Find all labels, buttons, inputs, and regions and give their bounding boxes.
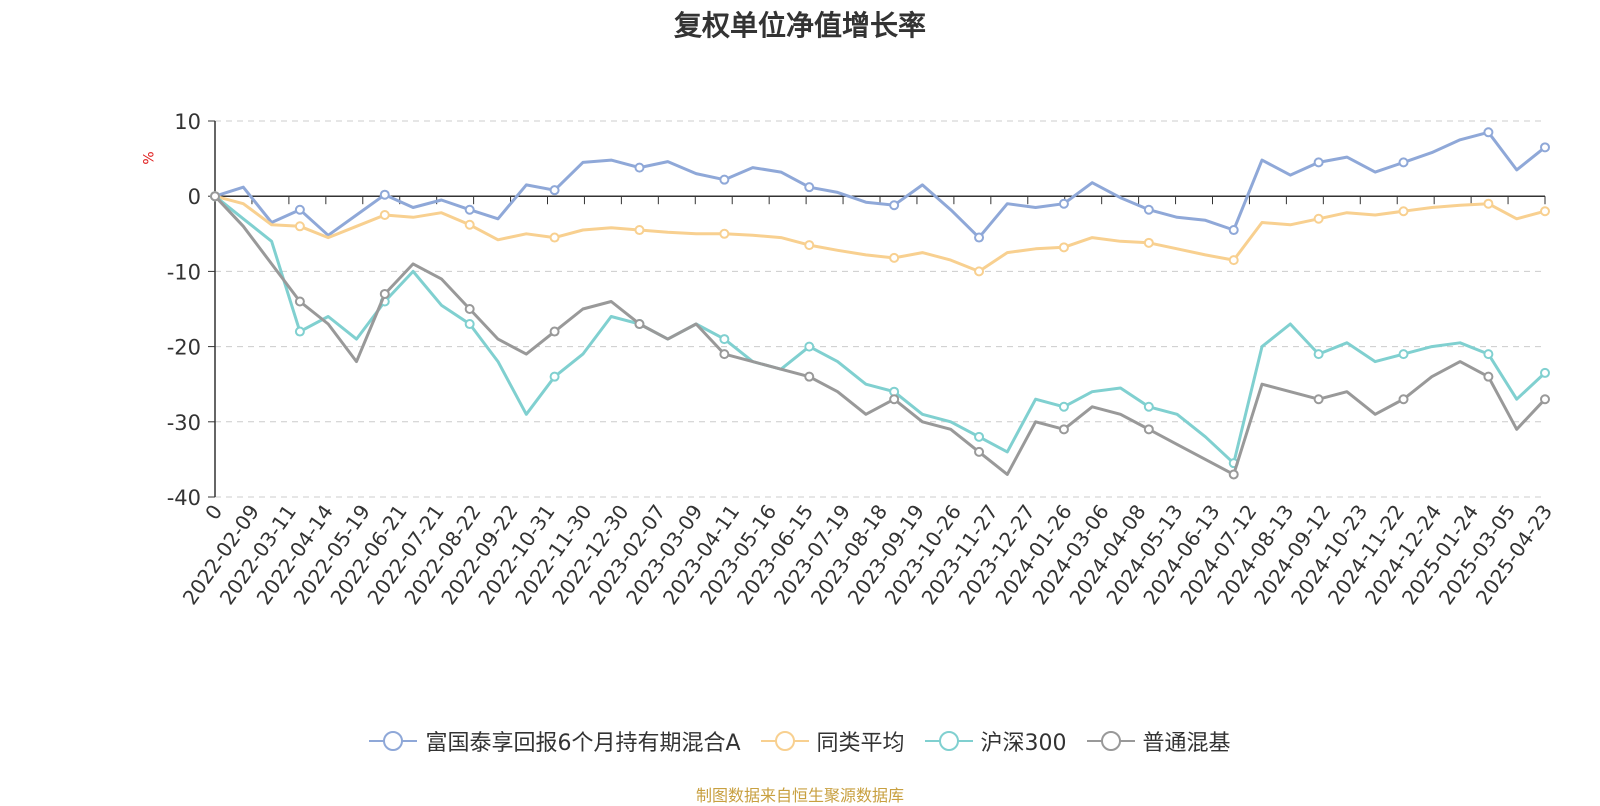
series-marker <box>210 191 220 202</box>
series-marker <box>1143 424 1154 435</box>
series-marker <box>464 304 475 314</box>
series-marker <box>719 174 730 185</box>
series-marker <box>1398 206 1409 217</box>
series-marker <box>294 296 305 307</box>
series-marker <box>294 204 305 215</box>
x-tick-label: 0 <box>200 500 227 524</box>
series-marker <box>1058 242 1069 253</box>
series-marker <box>379 210 390 220</box>
series-marker <box>1228 469 1239 480</box>
series-marker <box>1483 198 1494 209</box>
series-marker <box>1483 371 1494 382</box>
legend-item[interactable]: 普通混基 <box>1086 725 1231 757</box>
series-marker <box>1058 198 1069 209</box>
series-marker <box>1313 157 1324 168</box>
series-marker <box>464 204 475 215</box>
series-marker <box>294 326 305 337</box>
series-marker <box>889 252 900 263</box>
series-marker <box>379 288 390 299</box>
series-marker <box>464 319 475 330</box>
legend-item[interactable]: 同类平均 <box>760 725 905 757</box>
series-marker <box>1228 225 1239 236</box>
series-marker <box>1228 255 1239 266</box>
series-marker <box>1540 394 1550 405</box>
series-marker <box>1058 424 1069 435</box>
y-tick-label: -10 <box>167 260 201 284</box>
series-marker <box>634 319 645 330</box>
series-marker <box>974 446 985 457</box>
series-marker <box>1398 349 1409 360</box>
series-marker <box>1540 206 1550 217</box>
chart-title: 复权单位净值增长率 <box>673 9 926 42</box>
series-marker <box>974 266 985 277</box>
legend-item[interactable]: 沪深300 <box>924 725 1067 757</box>
series-line <box>214 195 1547 465</box>
series-marker <box>1143 401 1154 412</box>
series-marker <box>1483 349 1494 360</box>
legend-marker-icon <box>1086 731 1135 751</box>
legend-item[interactable]: 富国泰享回报6个月持有期混合A <box>369 725 741 757</box>
legend-marker-icon <box>924 731 973 751</box>
y-tick-label: -30 <box>167 411 201 435</box>
series-line <box>213 195 1547 476</box>
series-marker <box>1483 127 1494 138</box>
legend-label: 富国泰享回报6个月持有期混合A <box>425 731 741 756</box>
series-line <box>214 130 1546 240</box>
line-chart: 100-10-20-30-4002022-02-092022-03-112022… <box>167 110 1557 609</box>
series-marker <box>1313 394 1324 405</box>
series-marker <box>1143 237 1154 248</box>
series-marker <box>804 341 815 352</box>
series-marker <box>889 394 900 405</box>
series-marker <box>1540 367 1550 378</box>
chart-legend: 富国泰享回报6个月持有期混合A 同类平均 沪深300 普通混基 <box>0 725 1600 757</box>
series-marker <box>294 221 305 232</box>
series-marker <box>804 240 815 251</box>
series-marker <box>1313 349 1324 360</box>
series-marker <box>889 200 900 211</box>
series-marker <box>804 371 815 382</box>
legend-marker-icon <box>760 731 809 751</box>
series-marker <box>464 219 475 230</box>
series-marker <box>1143 204 1154 215</box>
data-source-note: 制图数据来自恒生聚源数据库 <box>695 786 904 805</box>
y-tick-label: -20 <box>167 336 201 360</box>
series-marker <box>719 334 730 345</box>
series-marker <box>1540 142 1550 153</box>
series-marker <box>974 232 985 243</box>
series-marker <box>634 225 645 236</box>
legend-label: 沪深300 <box>980 731 1067 756</box>
series-marker <box>549 185 560 196</box>
series-marker <box>549 232 560 243</box>
series-marker <box>719 228 730 239</box>
series-marker <box>549 326 560 337</box>
legend-label: 同类平均 <box>816 731 905 756</box>
y-tick-label: 0 <box>188 185 201 209</box>
series-marker <box>804 182 815 193</box>
series-marker <box>549 371 560 382</box>
series-marker <box>634 162 645 173</box>
series-marker <box>1313 213 1324 224</box>
legend-label: 普通混基 <box>1142 731 1231 756</box>
y-tick-label: 10 <box>174 110 201 134</box>
series-marker <box>1058 401 1069 412</box>
legend-marker-icon <box>369 731 418 751</box>
series-marker <box>379 189 390 200</box>
series-marker <box>974 431 985 442</box>
series-marker <box>719 349 730 360</box>
series-marker <box>1398 157 1409 168</box>
series-marker <box>1398 394 1409 405</box>
y-tick-label: -40 <box>167 486 201 510</box>
